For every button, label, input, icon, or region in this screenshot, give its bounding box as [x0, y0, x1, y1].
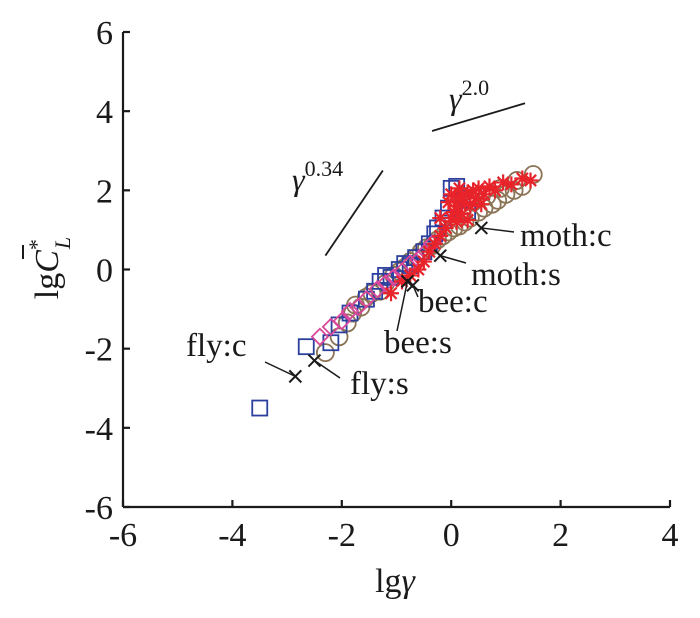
- y-tick-label: -2: [85, 332, 113, 369]
- diamond-marker: [376, 274, 395, 293]
- star-marker: [383, 285, 400, 302]
- star-marker: [410, 261, 427, 278]
- star-marker: [432, 227, 449, 244]
- star-marker: [503, 176, 520, 193]
- diamond-marker: [310, 327, 330, 347]
- star-marker: [415, 253, 432, 270]
- star-marker: [465, 182, 482, 199]
- circle-marker: [315, 343, 335, 363]
- leader-line: [314, 359, 341, 379]
- square-marker: [377, 267, 394, 284]
- y-axis-title: lgC*L: [22, 237, 75, 299]
- annotation-label: bee:s: [384, 325, 452, 361]
- diamond-marker: [357, 289, 376, 309]
- star-marker: [467, 190, 484, 207]
- square-marker: [371, 272, 389, 290]
- axes: [121, 30, 672, 509]
- star-marker: [454, 206, 471, 223]
- y-tick-label: 6: [96, 15, 113, 52]
- star-marker: [495, 174, 512, 191]
- star-marker: [421, 243, 438, 260]
- cross-marker: [406, 278, 420, 293]
- star-marker: [426, 235, 443, 252]
- tick-labels: -6 -4 -2 0 2 4 -6 -4 -2 0 2 4 6: [85, 15, 679, 554]
- star-marker: [448, 198, 465, 215]
- star-marker: [462, 198, 479, 215]
- star-marker: [451, 180, 468, 197]
- slope-label: γ0.34: [292, 156, 343, 197]
- slope-line: [324, 170, 384, 257]
- diamond-marker: [368, 280, 387, 299]
- slope-line: [431, 102, 526, 132]
- star-marker: [459, 184, 476, 201]
- diamond-marker: [332, 311, 352, 331]
- star-marker: [437, 219, 454, 236]
- annotation-label: moth:c: [520, 218, 612, 254]
- star-marker: [393, 273, 410, 290]
- star-marker: [473, 196, 490, 213]
- diamond-marker: [340, 301, 360, 321]
- square-marker: [251, 399, 269, 417]
- annotation-label: fly:c: [186, 328, 246, 364]
- slope-lines: γ0.34 γ2.0: [292, 75, 526, 257]
- star-marker: [476, 186, 493, 203]
- star-marker: [448, 214, 465, 230]
- y-tick-label: 0: [96, 253, 113, 290]
- star-marker: [486, 182, 503, 199]
- star-marker: [440, 194, 457, 211]
- leader-line: [412, 285, 419, 298]
- star-marker: [470, 180, 487, 197]
- x-tick-label: -6: [109, 517, 137, 554]
- slope-label: γ2.0: [449, 75, 489, 116]
- annotation-label: bee:c: [418, 284, 488, 320]
- star-marker: [443, 186, 460, 203]
- y-tick-label: 2: [96, 173, 113, 210]
- x-tick-label: -2: [328, 517, 356, 554]
- star-marker: [522, 172, 539, 189]
- diamond-marker: [384, 268, 404, 287]
- x-tick-label: 4: [662, 517, 679, 554]
- y-tick-label: 4: [96, 94, 113, 131]
- leader-line: [396, 281, 409, 332]
- annotation-label: fly:s: [350, 366, 409, 402]
- star-marker: [514, 170, 531, 187]
- y-tick-label: -4: [85, 411, 113, 448]
- star-marker: [445, 204, 462, 221]
- leader-line: [440, 254, 467, 264]
- star-marker: [402, 267, 419, 284]
- x-tick-label: 2: [552, 517, 569, 554]
- star-marker: [459, 212, 476, 229]
- series-layer: [251, 165, 543, 417]
- leader-line: [264, 361, 296, 378]
- x-tick-label: 0: [443, 517, 460, 554]
- x-tick-label: -4: [218, 517, 246, 554]
- leader-line: [481, 227, 515, 233]
- y-tick-label: -6: [85, 490, 113, 527]
- star-marker: [432, 210, 449, 227]
- x-axis-title: lgγ: [375, 563, 416, 600]
- square-marker: [297, 338, 315, 356]
- annotation-label: moth:s: [471, 257, 561, 293]
- svg-text:lgC*L: lgC*L: [24, 237, 75, 299]
